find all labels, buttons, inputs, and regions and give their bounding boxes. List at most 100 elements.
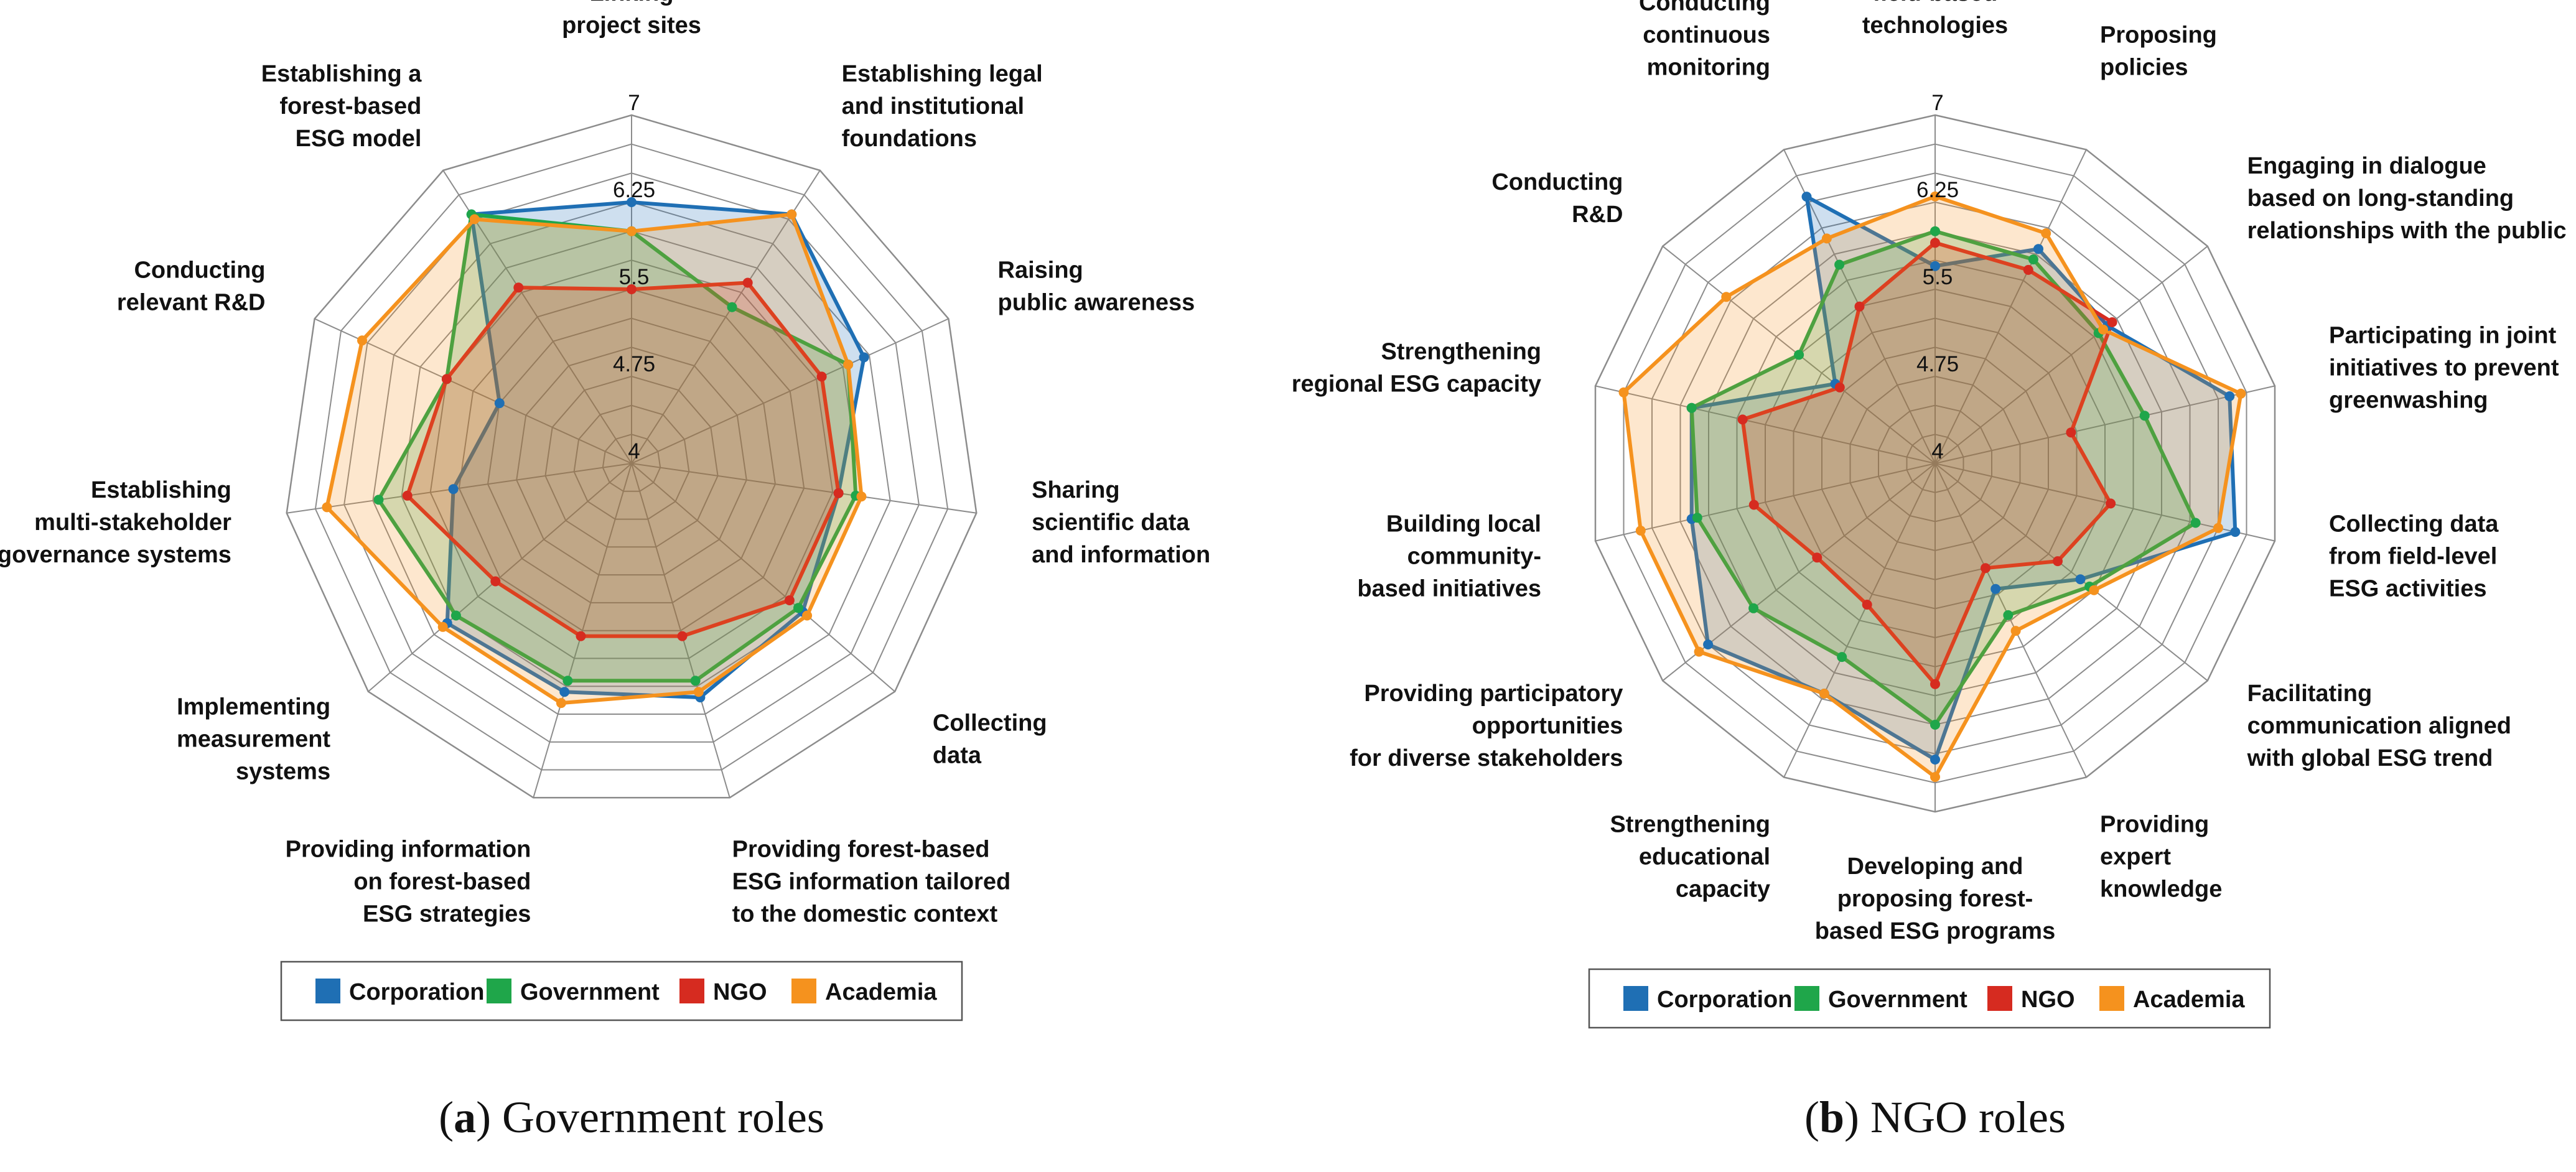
category-label: Collecting data [933,710,1047,768]
tick-label: 5.5 [619,265,650,289]
point-academia [2098,324,2108,335]
spoke [1934,385,2275,464]
legend-item-ngo: NGO [2021,987,2075,1013]
category-label-line: Linking [589,0,673,6]
category-label: Implementing measurement systems [177,694,330,784]
point-ngo [677,631,688,641]
grid-ring [573,404,690,520]
category-label-line: ESG model [296,126,422,152]
grid-ring [401,230,862,687]
point-ngo [627,284,637,294]
category-label: Facilitating communication aligned with gl… [2247,681,2511,771]
tick-label: 6.25 [1916,178,1959,202]
grid-ring [602,434,661,492]
point-academia [357,335,367,346]
category-label-line: Establishing a [261,61,422,87]
point-ngo [576,631,586,641]
legend-item-government: Government [1828,987,1967,1013]
spoke [631,318,949,464]
point-government [2139,411,2150,421]
point-government [1930,720,1940,730]
point-academia [2041,228,2051,238]
series-government [376,212,858,683]
category-label-line: and institutional [842,93,1024,119]
point-ngo [816,371,827,382]
spoke [1934,149,2087,464]
category-label-line: ESG activities [2329,575,2486,602]
category-label-line: Developing and [1847,853,2023,880]
category-label-line: Building local [1386,511,1541,537]
point-ngo [2023,264,2033,275]
point-government [793,603,803,613]
category-label: Providing information on forest-based ESG … [286,837,531,928]
category-label-line: communication aligned [2247,713,2511,739]
legend: Corporation Government NGO Academia [1588,968,2271,1029]
spoke [314,318,632,464]
category-label-line: knowledge [2100,877,2222,903]
spoke [631,463,895,692]
series-group [322,197,869,709]
point-ngo [490,576,501,587]
category-label: Engaging in dialogue based on long-standi… [2247,153,2567,244]
caption: (a) Government roles [439,1092,824,1142]
point-academia [627,226,637,236]
point-academia [2236,388,2246,399]
point-academia [1694,646,1704,657]
category-label-line: Conducting [1491,169,1623,195]
spoke [1934,246,2208,464]
point-corporation [2224,391,2235,401]
point-academia [2010,626,2021,636]
caption-title: ) NGO roles [1844,1092,2066,1142]
point-government [690,676,701,686]
grid-ring [487,317,777,603]
category-label: Providing forest-based ESG information ta… [732,837,1011,928]
point-ngo [2053,556,2063,567]
category-label: Proposing policies [2100,22,2217,80]
category-label-line: Proposing [2100,22,2217,48]
legend-item-ngo: NGO [713,979,767,1005]
point-academia [843,360,854,370]
category-label-line: Implementing [177,694,330,720]
legend-swatch [487,979,511,1003]
spoke [1595,463,1936,542]
category-label-line: ESG information tailored [732,869,1011,895]
category-label-line: Providing forest-based [732,837,990,863]
category-label-line: based on long-standing [2247,185,2514,212]
category-label-line: Strengthening [1381,339,1541,365]
caption-paren-open: ( [1804,1092,1819,1142]
category-label-line: continuous [1643,22,1770,48]
category-label-line: monitoring [1647,54,1770,80]
point-government [562,676,573,686]
point-academia [2089,585,2099,595]
grid-ring [314,143,949,771]
category-label-line: educational [1639,844,1770,870]
tick-label: 7 [628,91,640,115]
point-government [727,302,737,312]
point-government [1748,603,1759,613]
grid-ring [458,288,805,631]
point-ngo [1862,600,1872,610]
legend-swatch [679,979,704,1003]
category-label-line: multi-stakeholder [34,509,231,536]
point-academia [1721,292,1732,302]
spoke [631,170,821,464]
point-government [2028,254,2038,264]
category-label-line: scientific data [1032,509,1190,536]
tick-labels: 4 4.75 5.5 6.25 7 [1916,91,1959,463]
category-label-line: Establishing legal [842,61,1043,87]
radar-chart-a: 4 4.75 5.5 6.25 7 Linking project sites Establi… [0,0,1210,1142]
category-label-line: proposing forest- [1837,886,2033,912]
category-label: Providing participatory opportunities for … [1350,681,1623,771]
point-government [1837,652,1847,663]
series-ngo [405,281,841,638]
category-label: Establishing a forest-based ESG model [261,61,422,152]
legend-swatch [1623,986,1648,1011]
spoke [1783,463,1936,778]
category-label-line: Collecting data [2329,511,2499,537]
category-label: Linking project sites [562,0,701,39]
category-label-line: community- [1407,543,1541,569]
category-label-line: governance systems [0,542,231,568]
category-label-line: Providing participatory [1364,681,1623,707]
category-label: Conducting continuous monitoring [1639,0,1770,80]
category-label: Sharing scientific data and information [1032,477,1210,568]
